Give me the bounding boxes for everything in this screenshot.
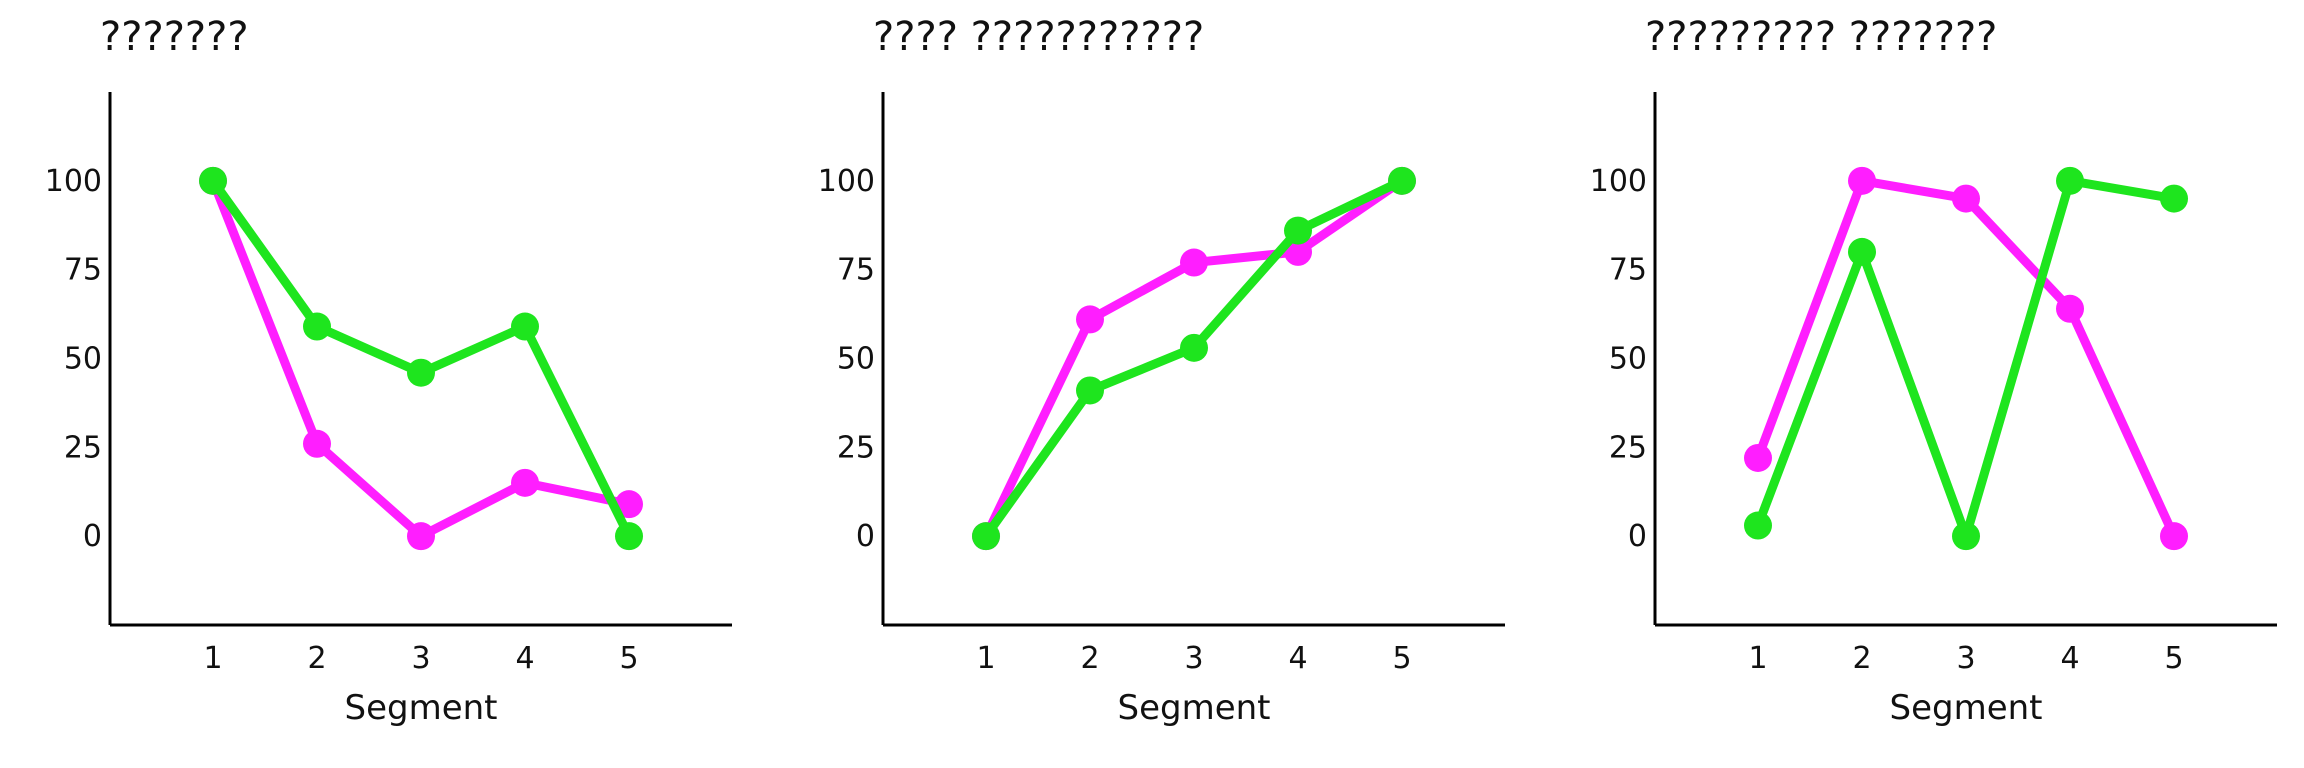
x-tick-label: 2 [307, 641, 326, 676]
data-point [1744, 443, 1772, 472]
y-tick-label: 25 [64, 430, 102, 465]
y-tick-label: 0 [856, 519, 875, 554]
x-axis-label: Segment [345, 688, 498, 728]
series-line [1753, 176, 2179, 541]
chart-panel-1: ??????? 0 25 50 75 100 1 2 3 4 5 Segment [45, 14, 732, 728]
x-tick-label: 1 [1748, 641, 1767, 676]
data-point [1284, 216, 1312, 245]
data-point [615, 490, 643, 519]
y-tick-label: 100 [1590, 164, 1647, 199]
y-tick-label: 50 [1609, 342, 1647, 377]
y-tick-label: 100 [45, 164, 102, 199]
x-axis-label: Segment [1118, 688, 1271, 728]
series-line [208, 176, 634, 541]
data-point [407, 358, 435, 387]
data-point [1952, 184, 1980, 213]
data-point [2056, 294, 2084, 323]
y-tick-label: 75 [64, 253, 102, 288]
x-tick-label: 3 [1956, 641, 1975, 676]
series-2 [199, 166, 643, 551]
data-point [1180, 248, 1208, 277]
data-point [1076, 305, 1104, 334]
y-tick-label: 0 [1628, 519, 1647, 554]
data-point [511, 468, 539, 497]
y-tick-label: 50 [837, 342, 875, 377]
x-tick-label: 1 [203, 641, 222, 676]
data-point [1388, 166, 1416, 195]
data-point [615, 522, 643, 551]
y-tick-label: 50 [64, 342, 102, 377]
data-point [407, 522, 435, 551]
y-tick-label: 100 [818, 164, 875, 199]
x-tick-label: 5 [2164, 641, 2183, 676]
series-2 [1744, 166, 2188, 551]
chart-title: ??????? [100, 14, 249, 60]
x-tick-label: 2 [1852, 641, 1871, 676]
data-point [2160, 522, 2188, 551]
data-point [303, 429, 331, 458]
data-point [2160, 184, 2188, 213]
data-point [303, 312, 331, 341]
data-point [199, 166, 227, 195]
data-point [1952, 522, 1980, 551]
y-tick-label: 0 [83, 519, 102, 554]
x-tick-label: 3 [411, 641, 430, 676]
x-tick-label: 3 [1184, 641, 1203, 676]
data-point [511, 312, 539, 341]
data-point [2056, 166, 2084, 195]
data-point [1744, 511, 1772, 540]
series-2 [972, 166, 1416, 551]
x-tick-label: 4 [2060, 641, 2079, 676]
series-1 [199, 166, 643, 551]
data-point [1848, 237, 1876, 266]
x-tick-label: 2 [1080, 641, 1099, 676]
series-line [208, 176, 634, 541]
data-point [1076, 376, 1104, 405]
x-axis-label: Segment [1890, 688, 2043, 728]
chart-panel-2: ???? ??????????? 0 25 50 75 100 1 2 3 4 5 Segment [818, 14, 1505, 728]
chart-panel-3: ????????? ??????? 0 25 50 75 100 1 2 3 4 5 Segment [1590, 14, 2277, 728]
x-tick-label: 5 [619, 641, 638, 676]
y-tick-label: 75 [837, 253, 875, 288]
series-1 [1744, 166, 2188, 551]
chart-title: ????????? ??????? [1645, 14, 1997, 60]
data-point [972, 522, 1000, 551]
x-tick-label: 4 [1288, 641, 1307, 676]
x-tick-label: 1 [976, 641, 995, 676]
y-tick-label: 75 [1609, 253, 1647, 288]
data-point [1180, 333, 1208, 362]
chart-title: ???? ??????????? [873, 14, 1204, 60]
y-tick-label: 25 [1609, 430, 1647, 465]
y-tick-label: 25 [837, 430, 875, 465]
x-tick-label: 5 [1392, 641, 1411, 676]
x-tick-label: 4 [515, 641, 534, 676]
data-point [1848, 166, 1876, 195]
